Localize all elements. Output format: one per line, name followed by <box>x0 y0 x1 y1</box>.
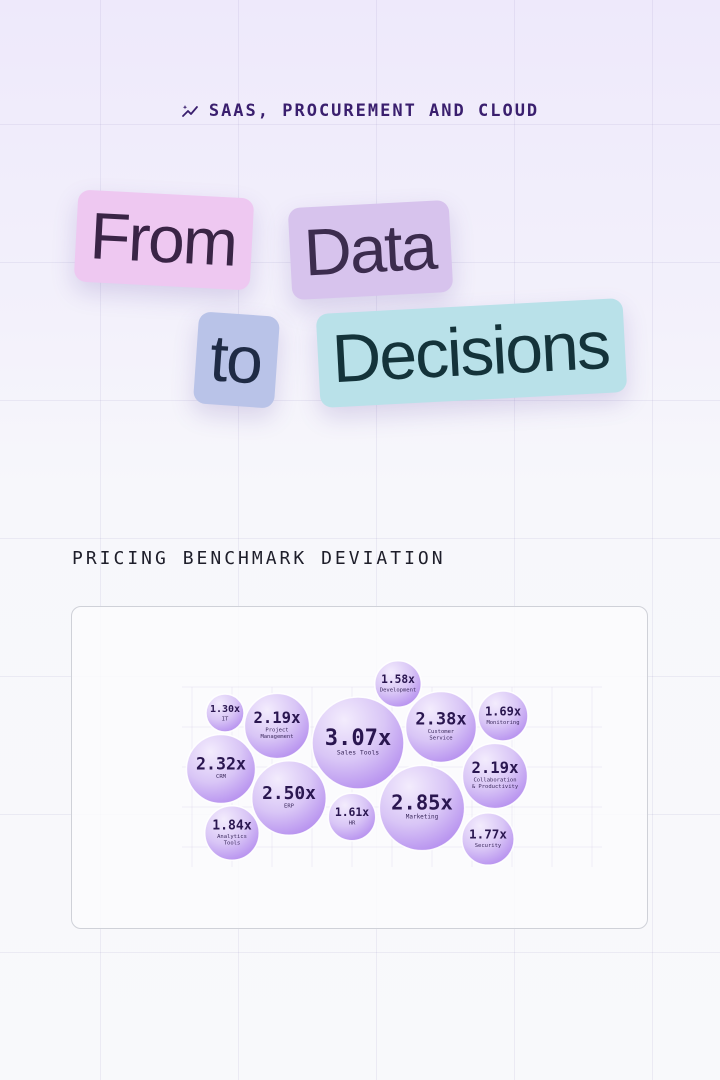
grid-line <box>0 538 720 539</box>
grid-line <box>0 124 720 125</box>
bubble-circle <box>378 764 466 852</box>
bubble-circle <box>404 690 478 764</box>
bubble-circle <box>373 659 423 709</box>
bubble-value: 2.32x <box>196 755 246 774</box>
bubble-value: 1.69x <box>485 704 521 718</box>
grid-line <box>238 0 239 1080</box>
grid-line <box>376 0 377 1080</box>
bubble-label: ERP <box>284 804 295 810</box>
hero-word-to: to <box>192 311 281 409</box>
bubble-circle <box>327 792 377 842</box>
grid-line <box>100 0 101 1080</box>
grid-line <box>514 0 515 1080</box>
bubble-label: IT <box>222 716 229 722</box>
hero-word-data: Data <box>287 199 454 301</box>
bubble-development: 1.58x Development <box>373 659 423 709</box>
bubble-circle <box>461 812 515 866</box>
bubble-circle <box>250 759 328 837</box>
bubble-value: 1.30x <box>210 704 240 715</box>
bubble-label: Project Management <box>260 728 293 741</box>
eyebrow-text: SAAS, PROCUREMENT AND CLOUD <box>208 101 540 121</box>
bubble-monitoring: 1.69x Monitoring <box>477 690 529 742</box>
bubble-value: 1.84x <box>212 818 252 833</box>
bubble-value: 1.61x <box>335 805 369 819</box>
bubble-circle <box>205 693 245 733</box>
bubble-label: Analytics Tools <box>217 834 247 847</box>
bubble-value: 2.50x <box>262 783 316 804</box>
bubble-label: Security <box>475 843 502 849</box>
hero-word-from: From <box>73 189 255 291</box>
bubble-circle <box>477 690 529 742</box>
grid-line <box>652 0 653 1080</box>
bubble-value: 2.38x <box>415 710 466 730</box>
bubble-value: 3.07x <box>325 725 392 751</box>
grid-line <box>0 952 720 953</box>
eyebrow: SAAS, PROCUREMENT AND CLOUD <box>0 101 720 121</box>
bubble-label: Marketing <box>406 814 439 821</box>
bubble-value: 2.19x <box>254 709 301 727</box>
bubble-circle <box>185 733 257 805</box>
hero-word-decisions: Decisions <box>315 298 628 408</box>
bubble-value: 2.19x <box>472 759 519 777</box>
bubble-circle <box>243 692 311 760</box>
sparkle-trend-icon <box>181 105 198 117</box>
bubble-value: 2.85x <box>391 791 453 815</box>
bubble-circle <box>461 742 529 810</box>
bubble-label: HR <box>349 821 356 827</box>
chart-card: 3.07x Sales Tools 2.85x Marketing 2.50x ERP 2.… <box>71 606 648 929</box>
bubble-circle <box>311 696 405 790</box>
bubble-label: Collaboration & Productivity <box>472 778 519 791</box>
bubble-label: Sales Tools <box>337 748 379 756</box>
bubble-circle <box>204 805 260 861</box>
bubble-label: Development <box>380 688 416 694</box>
bubble-value: 1.77x <box>469 827 507 842</box>
bubble-hr: 1.61x HR <box>327 792 377 842</box>
bubble-label: CRM <box>216 774 227 780</box>
bubble-label: Monitoring <box>486 720 519 726</box>
bubble-label: Customer Service <box>428 729 455 742</box>
section-title: PRICING BENCHMARK DEVIATION <box>72 548 446 569</box>
bubble-value: 1.58x <box>381 673 415 686</box>
